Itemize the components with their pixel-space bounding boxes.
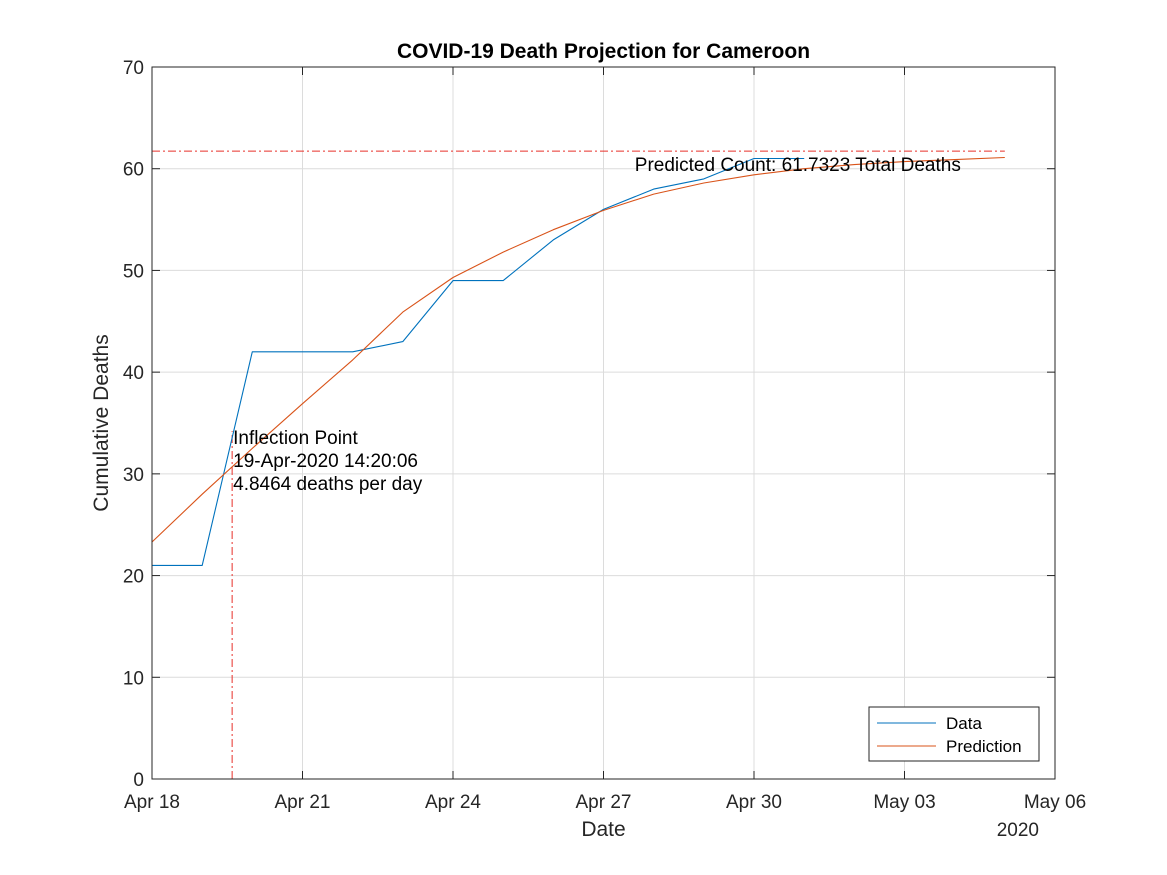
x-tick-label: Apr 21 [275,792,331,813]
y-tick-label: 0 [133,770,144,791]
y-tick-label: 50 [123,261,144,282]
legend-box [868,706,1040,762]
y-tick-label: 20 [123,567,144,588]
x-tick-label: Apr 18 [124,792,180,813]
inflection-annotation-rate: 4.8464 deaths per day [233,474,423,495]
series-data-line [152,157,805,566]
y-tick-label: 10 [123,668,144,689]
x-tick-label: Apr 27 [576,792,632,813]
legend-label-prediction: Prediction [946,737,1022,756]
inflection-annotation-date: 19-Apr-2020 14:20:06 [233,451,418,472]
series-prediction-line [151,156,1005,543]
x-tick-label: May 03 [873,792,935,813]
x-axis-label: Date [581,818,625,841]
axis-ticks: Apr 18 Apr 21 Apr 24 Apr 27 Apr 30 May 03 May … [123,58,1086,813]
legend: Data Prediction [868,706,1040,762]
x-tick-label: Apr 30 [726,792,782,813]
y-tick-label: 40 [123,363,144,384]
y-axis-label: Cumulative Deaths [90,334,113,511]
x-tick-label: May 06 [1024,792,1086,813]
series-lines [151,156,1005,566]
y-tick-label: 30 [123,465,144,486]
reference-lines [152,150,1005,779]
y-tick-label: 70 [123,58,144,79]
predicted-count-annotation: Predicted Count: 61.7323 Total Deaths [635,155,961,176]
inflection-annotation-title: Inflection Point [233,428,358,449]
legend-label-data: Data [946,714,982,733]
y-tick-label: 60 [123,160,144,181]
x-tick-label: Apr 24 [425,792,481,813]
x-axis-year-label: 2020 [997,820,1039,841]
chart-title: COVID-19 Death Projection for Cameroon [397,40,810,63]
